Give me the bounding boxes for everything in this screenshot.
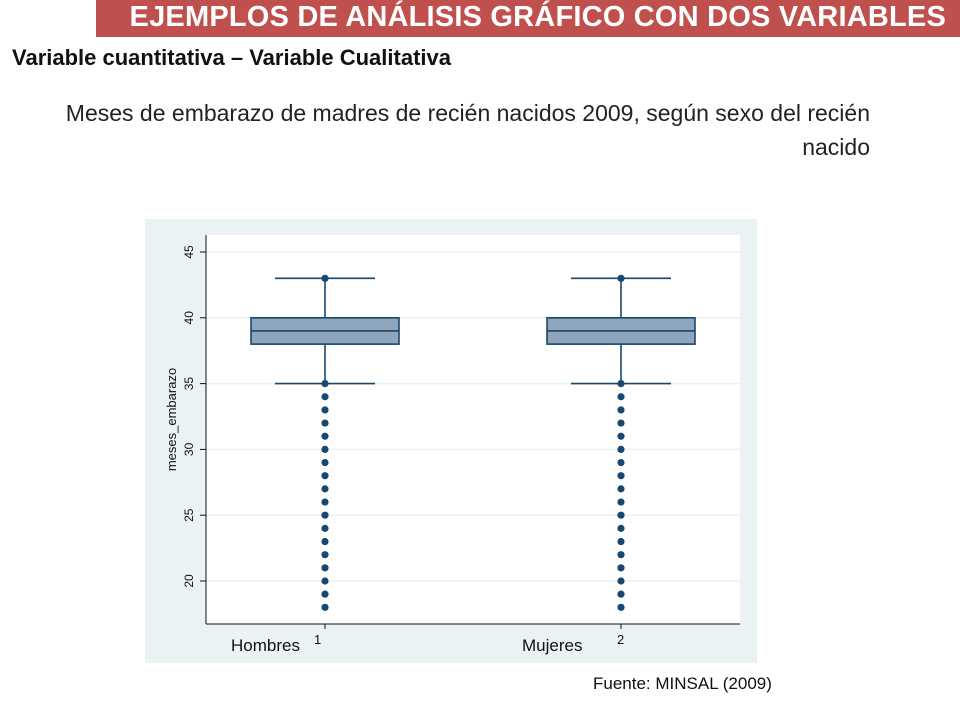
outlier-point-mujeres-21: [617, 564, 625, 572]
whisker-top-marker-hombres: [321, 274, 329, 282]
outlier-point-mujeres-23: [617, 537, 625, 546]
outlier-point-mujeres-18: [617, 603, 625, 611]
outlier-point-mujeres-33: [617, 406, 625, 414]
outlier-point-hombres-33: [321, 406, 329, 414]
y-tick-label-35: 35: [182, 377, 196, 391]
outlier-point-mujeres-27: [617, 485, 625, 493]
outlier-point-hombres-30: [321, 445, 329, 453]
outlier-point-hombres-22: [321, 551, 329, 559]
outlier-point-hombres-23: [321, 537, 329, 546]
category-label-hombres: Hombres: [231, 636, 300, 655]
y-tick-label-30: 30: [182, 442, 196, 456]
y-axis-label: meses_embarazo: [164, 368, 179, 471]
outlier-point-mujeres-29: [617, 458, 625, 467]
outlier-point-mujeres-19: [617, 590, 625, 598]
whisker-bottom-marker-hombres: [321, 380, 329, 388]
outlier-point-mujeres-30: [617, 445, 625, 453]
plot-area: [206, 235, 740, 624]
source-note: Fuente: MINSAL (2009): [593, 674, 772, 693]
outlier-point-hombres-27: [321, 485, 329, 493]
whisker-bottom-marker-mujeres: [617, 380, 625, 388]
banner-title: EJEMPLOS DE ANÁLISIS GRÁFICO CON DOS VAR…: [129, 1, 946, 33]
outlier-point-mujeres-31: [617, 432, 625, 440]
y-tick-label-40: 40: [182, 311, 196, 325]
title-banner: EJEMPLOS DE ANÁLISIS GRÁFICO CON DOS VAR…: [96, 0, 960, 37]
outlier-point-hombres-18: [321, 603, 329, 611]
outlier-point-mujeres-26: [617, 498, 625, 506]
whisker-top-marker-mujeres: [617, 274, 625, 282]
outlier-point-hombres-25: [321, 511, 329, 519]
outlier-point-hombres-19: [321, 590, 329, 598]
outlier-point-hombres-21: [321, 564, 329, 572]
y-tick-label-25: 25: [182, 508, 196, 522]
box-plot-chart: 20 25 30 35 40 45 meses_embarazo: [164, 235, 740, 629]
outlier-point-hombres-28: [321, 472, 329, 480]
outlier-point-mujeres-32: [617, 419, 625, 427]
category-code-2: 2: [617, 632, 625, 647]
slide-subtitle: Variable cuantitativa – Variable Cualita…: [12, 45, 451, 70]
outlier-point-mujeres-28: [617, 472, 625, 480]
outlier-point-mujeres-25: [617, 511, 625, 519]
outlier-point-mujeres-22: [617, 551, 625, 559]
outlier-point-mujeres-24: [617, 524, 625, 532]
outlier-point-hombres-26: [321, 498, 329, 506]
outlier-point-hombres-20: [321, 577, 329, 585]
outlier-point-hombres-34: [321, 393, 329, 401]
category-code-1: 1: [314, 632, 322, 647]
outlier-point-hombres-24: [321, 524, 329, 532]
outlier-point-mujeres-20: [617, 577, 625, 585]
outlier-point-hombres-31: [321, 432, 329, 440]
outlier-point-hombres-29: [321, 458, 329, 467]
outlier-point-mujeres-34: [617, 393, 625, 401]
outlier-point-hombres-32: [321, 419, 329, 427]
category-label-mujeres: Mujeres: [522, 636, 583, 655]
chart-title: Meses de embarazo de madres de recién na…: [65, 100, 870, 160]
y-tick-label-20: 20: [182, 574, 196, 588]
y-tick-label-45: 45: [182, 245, 196, 259]
